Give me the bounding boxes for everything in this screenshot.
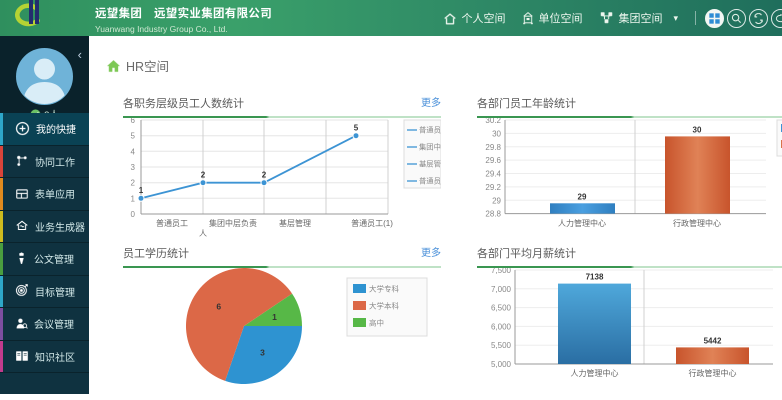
svg-text:28.8: 28.8 <box>485 210 501 219</box>
svg-text:5,000: 5,000 <box>491 360 512 369</box>
svg-text:5442: 5442 <box>704 337 722 346</box>
svg-text:29.2: 29.2 <box>485 183 501 192</box>
svg-text:29.6: 29.6 <box>485 156 501 165</box>
svg-text:6,000: 6,000 <box>491 322 512 331</box>
svg-text:高中: 高中 <box>369 318 384 328</box>
svg-text:普通员工: 普通员工 <box>419 126 441 135</box>
svg-text:30.2: 30.2 <box>485 118 501 125</box>
svg-text:4: 4 <box>131 147 136 156</box>
svg-text:2: 2 <box>131 179 136 188</box>
svg-text:普通员工(1): 普通员工(1) <box>419 177 441 186</box>
svg-text:2: 2 <box>201 171 206 180</box>
svg-text:29: 29 <box>492 196 501 205</box>
svg-text:29.4: 29.4 <box>485 170 501 179</box>
svg-text:2: 2 <box>262 171 267 180</box>
svg-text:行政管理中心: 行政管理中心 <box>689 368 737 378</box>
svg-text:行政管理中心: 行政管理中心 <box>673 218 721 228</box>
svg-text:人力管理中心: 人力管理中心 <box>571 368 619 378</box>
svg-text:29.8: 29.8 <box>485 143 501 152</box>
svg-text:6: 6 <box>216 302 221 312</box>
svg-text:0: 0 <box>131 210 136 219</box>
svg-text:人力管理中心: 人力管理中心 <box>558 218 606 228</box>
svg-text:7,500: 7,500 <box>491 268 512 275</box>
svg-text:1: 1 <box>272 312 277 322</box>
svg-text:7,000: 7,000 <box>491 285 512 294</box>
svg-text:1: 1 <box>139 186 144 195</box>
svg-text:6,500: 6,500 <box>491 304 512 313</box>
svg-text:集团中层负责: 集团中层负责 <box>419 143 441 152</box>
svg-text:基层管理: 基层管理 <box>279 218 311 228</box>
svg-text:29: 29 <box>578 193 587 202</box>
svg-text:大学专科: 大学专科 <box>369 284 399 294</box>
svg-text:30: 30 <box>693 126 702 135</box>
svg-text:30: 30 <box>492 129 501 138</box>
svg-text:集团中层负责: 集团中层负责 <box>209 218 257 228</box>
svg-text:5: 5 <box>131 132 136 141</box>
svg-text:普通员工(1): 普通员工(1) <box>351 218 393 228</box>
svg-text:1: 1 <box>131 194 136 203</box>
svg-text:5: 5 <box>354 124 359 133</box>
svg-text:5,500: 5,500 <box>491 341 512 350</box>
svg-text:7138: 7138 <box>586 273 604 282</box>
svg-text:普通员工: 普通员工 <box>156 218 188 228</box>
svg-text:基层管理: 基层管理 <box>419 160 441 169</box>
svg-text:3: 3 <box>131 163 136 172</box>
svg-text:3: 3 <box>260 348 265 358</box>
svg-text:人: 人 <box>199 229 207 238</box>
svg-text:6: 6 <box>131 118 136 125</box>
svg-text:大学本科: 大学本科 <box>369 301 399 311</box>
